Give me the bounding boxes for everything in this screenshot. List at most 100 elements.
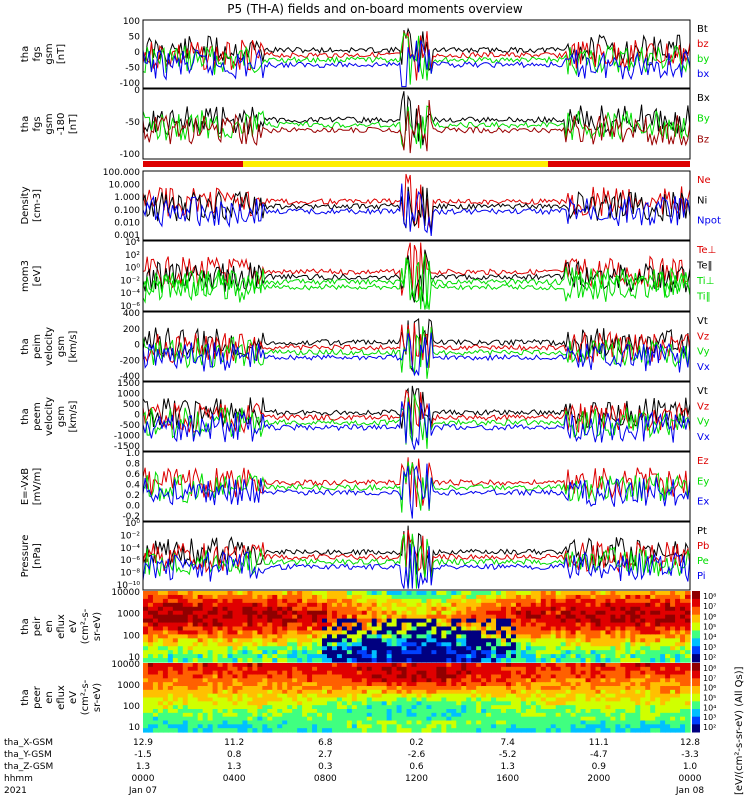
heatmap-cell: [610, 686, 617, 691]
heatmap-cell: [496, 618, 502, 624]
heatmap-cell: [680, 598, 686, 604]
heatmap-cell: [247, 682, 253, 687]
heatmap-cell: [605, 720, 612, 725]
heatmap-cell: [356, 626, 363, 632]
heatmap-cell: [262, 709, 268, 714]
heatmap-cell: [491, 689, 497, 695]
heatmap-cell: [446, 638, 452, 643]
heatmap-cell: [391, 693, 398, 699]
heatmap-cell: [670, 654, 676, 659]
heatmap-cell: [212, 658, 219, 663]
heatmap-cell: [590, 630, 597, 635]
heatmap-cell: [217, 606, 224, 612]
heatmap-cell: [406, 724, 413, 729]
heatmap-cell: [227, 614, 234, 620]
heatmap-cell: [222, 622, 229, 628]
heatmap-cell: [555, 614, 562, 620]
heatmap-cell: [680, 618, 686, 624]
heatmap-cell: [635, 654, 641, 659]
heatmap-cell: [222, 716, 229, 722]
heatmap-cell: [401, 712, 408, 718]
heatmap-cell: [232, 686, 239, 691]
heatmap-cell: [247, 670, 253, 676]
heatmap-cell: [436, 697, 442, 702]
heatmap-cell: [600, 716, 607, 722]
heatmap-cell: [535, 712, 542, 718]
heatmap-cell: [152, 705, 159, 710]
heatmap-cell: [202, 638, 209, 643]
heatmap-cell: [560, 654, 567, 659]
heatmap-cell: [356, 622, 363, 628]
heatmap-cell: [346, 622, 353, 628]
heatmap-cell: [630, 614, 636, 620]
heatmap-cell: [237, 682, 244, 687]
heatmap-cell: [282, 678, 288, 683]
heatmap-cell: [262, 654, 268, 659]
heatmap-cell: [610, 638, 617, 643]
heatmap-cell: [282, 712, 288, 718]
heatmap-cell: [510, 674, 517, 679]
heatmap-cell: [247, 658, 253, 663]
x-tick-label: 0.2: [409, 738, 423, 748]
heatmap-cell: [685, 634, 691, 639]
heatmap-cell: [560, 712, 567, 718]
heatmap-cell: [630, 591, 636, 596]
heatmap-cell: [307, 602, 313, 608]
heatmap-cell: [446, 658, 452, 663]
heatmap-cell: [525, 626, 532, 632]
heatmap-cell: [267, 705, 273, 710]
heatmap-cell: [312, 709, 318, 714]
heatmap-cell: [486, 622, 492, 628]
colorbar-title: [eV/(cm²-s-sr-eV) (All Qs)]: [734, 666, 745, 795]
heatmap-cell: [431, 663, 437, 668]
heatmap-cell: [670, 642, 676, 647]
heatmap-cell: [247, 610, 253, 616]
heatmap-cell: [530, 666, 537, 672]
heatmap-cell: [491, 663, 497, 668]
heatmap-cell: [302, 634, 308, 639]
heatmap-cell: [481, 602, 487, 608]
heatmap-cell: [466, 728, 472, 733]
y-axis-label: gsm: [56, 406, 67, 427]
heatmap-cell: [312, 618, 318, 624]
heatmap-cell: [655, 666, 661, 672]
heatmap-cell: [486, 602, 492, 608]
heatmap-cell: [336, 670, 343, 676]
heatmap-cell: [361, 724, 368, 729]
heatmap-cell: [292, 642, 298, 647]
heatmap-cell: [317, 678, 323, 683]
heatmap-cell: [416, 646, 423, 651]
heatmap-cell: [525, 682, 532, 687]
heatmap-cell: [356, 646, 363, 651]
heatmap-cell: [501, 614, 507, 620]
heatmap-cell: [292, 618, 298, 624]
heatmap-cell: [491, 638, 497, 643]
heatmap-cell: [441, 682, 447, 687]
heatmap-cell: [685, 678, 691, 683]
heatmap-cell: [660, 594, 666, 600]
heatmap-cell: [585, 709, 592, 714]
heatmap-cell: [282, 716, 288, 722]
heatmap-cell: [336, 666, 343, 672]
heatmap-cell: [401, 606, 408, 612]
heatmap-cell: [520, 712, 527, 718]
heatmap-cell: [282, 682, 288, 687]
heatmap-cell: [520, 670, 527, 676]
heatmap-cell: [456, 697, 462, 702]
heatmap-cell: [197, 622, 204, 628]
heatmap-cell: [501, 686, 507, 691]
heatmap-cell: [187, 626, 194, 632]
heatmap-cell: [147, 626, 154, 632]
heatmap-cell: [421, 634, 428, 639]
heatmap-cell: [222, 614, 229, 620]
heatmap-cell: [525, 666, 532, 672]
heatmap-cell: [545, 618, 552, 624]
heatmap-cell: [600, 670, 607, 676]
heatmap-cell: [476, 646, 482, 651]
heatmap-cell: [272, 618, 278, 624]
heatmap-cell: [520, 678, 527, 683]
heatmap-cell: [346, 610, 353, 616]
heatmap-cell: [346, 630, 353, 635]
heatmap-cell: [247, 642, 253, 647]
heatmap-cell: [451, 614, 457, 620]
